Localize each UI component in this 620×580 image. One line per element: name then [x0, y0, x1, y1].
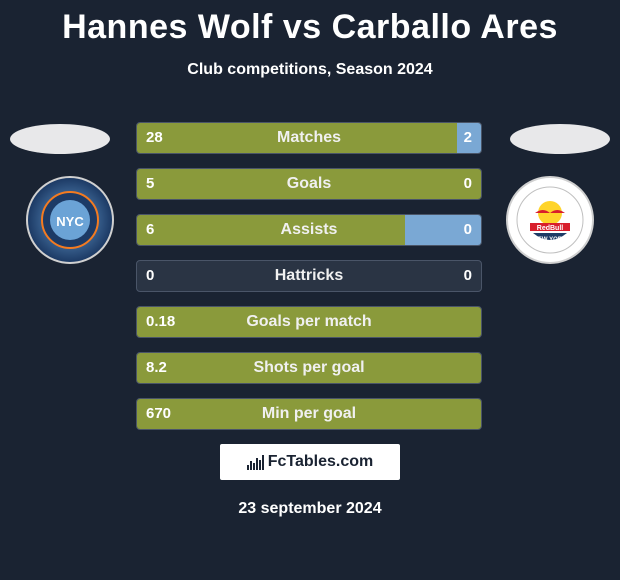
comparison-bars: 282Matches 50Goals 60Assists 00Hattricks 0.1…	[136, 122, 482, 444]
redbull-crest-icon: RedBull NEW YORK	[515, 185, 585, 255]
team-badge-right: RedBull NEW YORK	[500, 176, 600, 264]
bar-chart-icon	[247, 454, 264, 470]
brand-logo: FcTables.com	[220, 444, 400, 480]
player-silhouette-left	[10, 124, 110, 154]
brand-text: FcTables.com	[268, 453, 374, 471]
stat-label: Min per goal	[136, 398, 482, 430]
team-badge-redbull: RedBull NEW YORK	[506, 176, 594, 264]
team-badge-nyc: NYC	[26, 176, 114, 264]
svg-text:NEW YORK: NEW YORK	[534, 237, 568, 243]
stat-row: 00Hattricks	[136, 260, 482, 292]
team-badge-left: NYC	[20, 176, 120, 264]
page-title: Hannes Wolf vs Carballo Ares	[0, 0, 620, 47]
subtitle: Club competitions, Season 2024	[0, 61, 620, 79]
stat-row: 670Min per goal	[136, 398, 482, 430]
player-silhouette-right	[510, 124, 610, 154]
stat-label: Hattricks	[136, 260, 482, 292]
stat-row: 282Matches	[136, 122, 482, 154]
stat-row: 8.2Shots per goal	[136, 352, 482, 384]
stat-label: Shots per goal	[136, 352, 482, 384]
stat-label: Goals per match	[136, 306, 482, 338]
stat-label: Matches	[136, 122, 482, 154]
stat-label: Assists	[136, 214, 482, 246]
svg-text:NYC: NYC	[56, 214, 84, 229]
svg-text:RedBull: RedBull	[537, 225, 564, 232]
stat-row: 60Assists	[136, 214, 482, 246]
nyc-crest-icon: NYC	[40, 190, 100, 250]
stat-row: 50Goals	[136, 168, 482, 200]
stat-row: 0.18Goals per match	[136, 306, 482, 338]
date-text: 23 september 2024	[0, 500, 620, 518]
stat-label: Goals	[136, 168, 482, 200]
